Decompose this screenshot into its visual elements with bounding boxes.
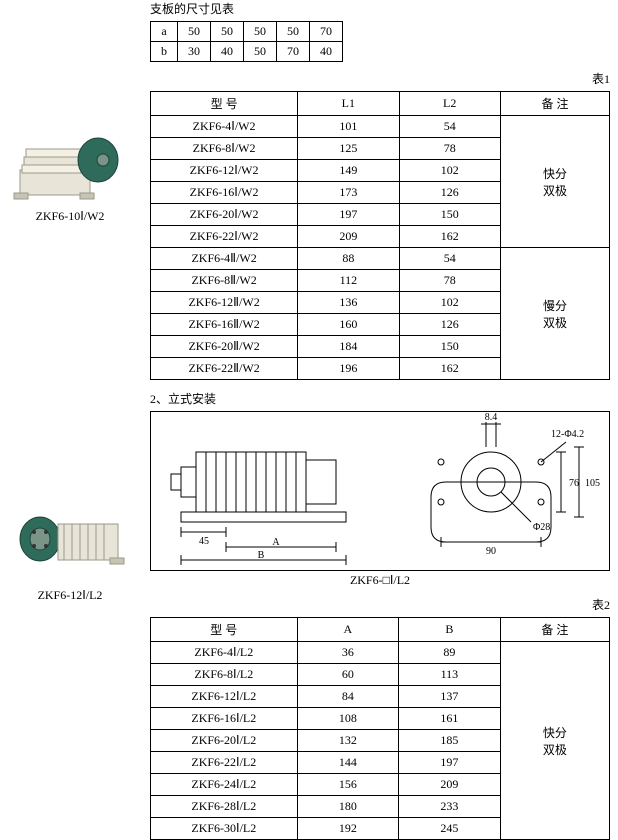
table1: 型 号 L1 L2 备 注 ZKF6-4Ⅰ/W210154快分双极ZKF6-8Ⅰ… — [150, 91, 610, 380]
svg-text:90: 90 — [486, 546, 496, 557]
product-image-2 — [10, 484, 130, 584]
svg-text:A: A — [272, 537, 280, 548]
note-cell: 快分双极 — [500, 642, 609, 840]
table-row: a 50 50 50 50 70 — [151, 22, 343, 42]
svg-text:76: 76 — [569, 478, 579, 489]
technical-drawing: 45 A B — [150, 411, 610, 571]
table-row: ZKF6-4Ⅱ/W28854慢分双极 — [151, 248, 610, 270]
table-row: ZKF6-4Ⅰ/L23689快分双极 — [151, 642, 610, 664]
svg-text:Φ28: Φ28 — [533, 522, 550, 533]
note-cell: 快分双极 — [500, 116, 609, 248]
product-thumb-2-label: ZKF6-12Ⅰ/L2 — [10, 588, 130, 603]
product-thumb-1: ZKF6-10Ⅰ/W2 — [10, 105, 130, 224]
svg-text:8.4: 8.4 — [485, 412, 498, 423]
svg-text:12-Φ4.2: 12-Φ4.2 — [551, 429, 584, 440]
svg-text:B: B — [258, 550, 265, 561]
product-image-1 — [10, 105, 130, 205]
section2-heading: 2、立式安装 — [150, 390, 610, 407]
table-row: b 30 40 50 70 40 — [151, 42, 343, 62]
table1-label: 表1 — [150, 70, 610, 87]
table2-label: 表2 — [150, 596, 610, 613]
table-row: ZKF6-4Ⅰ/W210154快分双极 — [151, 116, 610, 138]
svg-text:45: 45 — [199, 536, 209, 547]
note-cell: 慢分双极 — [500, 248, 609, 380]
product-thumb-1-label: ZKF6-10Ⅰ/W2 — [10, 209, 130, 224]
drawing-caption: ZKF6-□Ⅰ/L2 — [150, 573, 610, 588]
svg-text:105: 105 — [585, 478, 600, 489]
dims-caption: 支板的尺寸见表 — [150, 0, 610, 17]
table2: 型 号 A B 备 注 ZKF6-4Ⅰ/L23689快分双极ZKF6-8Ⅰ/L2… — [150, 617, 610, 840]
product-thumb-2: ZKF6-12Ⅰ/L2 — [10, 484, 130, 603]
dims-table: a 50 50 50 50 70 b 30 40 50 70 40 — [150, 21, 343, 62]
